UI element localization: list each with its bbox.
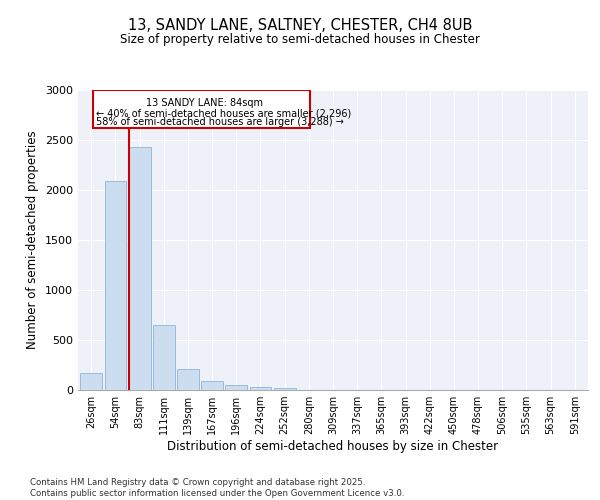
X-axis label: Distribution of semi-detached houses by size in Chester: Distribution of semi-detached houses by … — [167, 440, 499, 453]
Bar — [274, 388, 296, 390]
Bar — [104, 181, 127, 390]
Bar — [129, 147, 151, 390]
Bar — [177, 369, 199, 390]
Text: 13, SANDY LANE, SALTNEY, CHESTER, CH4 8UB: 13, SANDY LANE, SALTNEY, CHESTER, CH4 8U… — [128, 18, 472, 32]
Bar — [80, 372, 102, 390]
Text: Contains HM Land Registry data © Crown copyright and database right 2025.
Contai: Contains HM Land Registry data © Crown c… — [30, 478, 404, 498]
Text: ← 40% of semi-detached houses are smaller (2,296): ← 40% of semi-detached houses are smalle… — [96, 108, 352, 118]
Bar — [250, 387, 271, 390]
Bar — [92, 90, 310, 128]
Bar — [226, 384, 247, 390]
Bar — [201, 381, 223, 390]
Y-axis label: Number of semi-detached properties: Number of semi-detached properties — [26, 130, 40, 350]
Text: 58% of semi-detached houses are larger (3,288) →: 58% of semi-detached houses are larger (… — [96, 118, 344, 128]
Text: Size of property relative to semi-detached houses in Chester: Size of property relative to semi-detach… — [120, 32, 480, 46]
Text: 13 SANDY LANE: 84sqm: 13 SANDY LANE: 84sqm — [146, 98, 263, 108]
Bar — [153, 325, 175, 390]
